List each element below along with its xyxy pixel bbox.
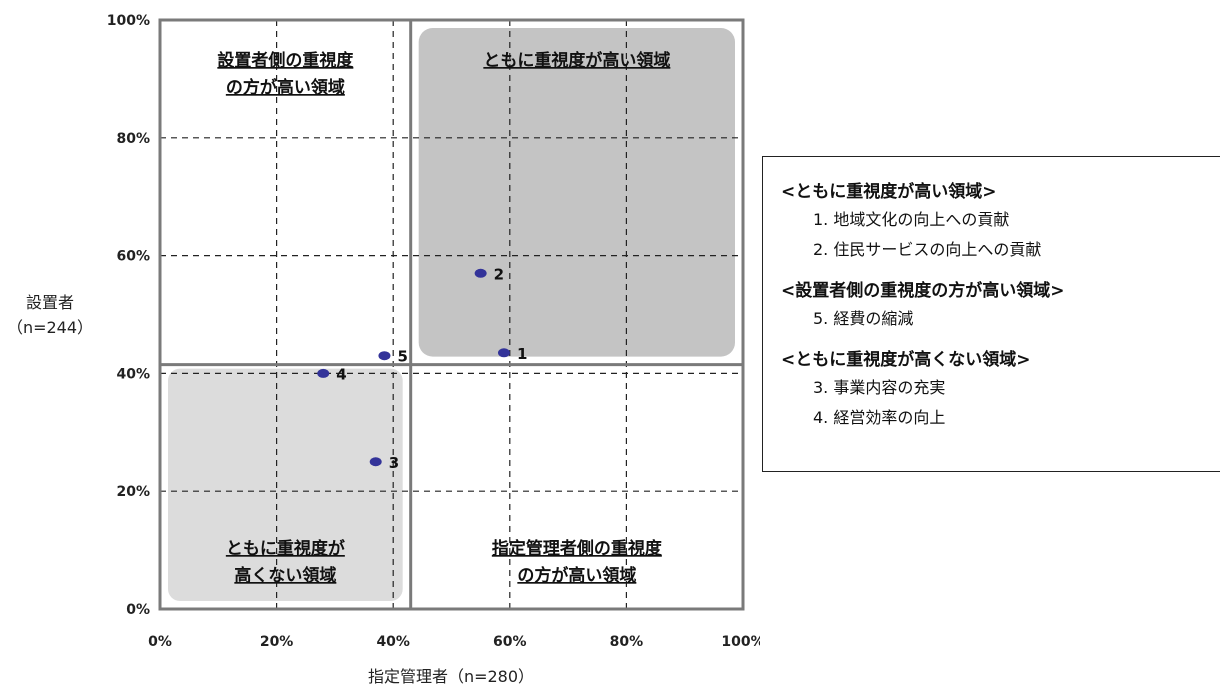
region-backgrounds	[168, 28, 735, 601]
y-tick-label: 40%	[116, 366, 150, 382]
x-tick-label: 60%	[493, 634, 527, 650]
region-label-both-low: ともに重視度が	[226, 538, 345, 559]
x-tick-label: 100%	[721, 634, 760, 650]
y-tick-label: 80%	[116, 131, 150, 147]
y-tick-label: 60%	[116, 249, 150, 265]
region-label-owner-high: の方が高い領域	[226, 77, 345, 98]
quadrant-frame	[158, 18, 745, 611]
region-label-both-low: 高くない領域	[234, 565, 336, 586]
data-point-label: 5	[397, 348, 407, 366]
axis-ticks: 0% 20% 40% 60% 80% 100% 0% 20% 40% 60% 80% 100%	[107, 13, 760, 650]
legend-heading: <設置者側の重視度の方が高い領域>	[781, 281, 1065, 301]
data-point	[369, 457, 382, 467]
legend-item: 5. 経費の縮減	[813, 309, 914, 328]
data-point	[497, 348, 510, 358]
x-tick-label: 80%	[610, 634, 644, 650]
data-point	[317, 368, 330, 378]
region-label-both-high: ともに重視度が高い領域	[483, 50, 670, 71]
region-high-background	[418, 28, 735, 357]
legend-heading: <ともに重視度が高くない領域>	[781, 350, 1031, 370]
data-points: 1 2 3 4 5	[317, 265, 527, 472]
legend-item: 2. 住民サービスの向上への貢献	[813, 240, 1042, 259]
legend-item: 1. 地域文化の向上への貢献	[813, 210, 1010, 229]
data-point	[474, 268, 487, 278]
y-tick-label: 20%	[116, 484, 150, 500]
region-label-manager-high: 指定管理者側の重視度	[492, 538, 663, 559]
region-label-owner-high: 設置者側の重視度	[217, 50, 354, 71]
y-axis-title-line2: （n=244）	[7, 318, 93, 337]
x-tick-label: 0%	[148, 634, 172, 650]
x-axis-title: 指定管理者（n=280）	[368, 667, 534, 686]
legend-group-high: <ともに重視度が高い領域> 1. 地域文化の向上への貢献 2. 住民サービスの向…	[781, 177, 1220, 260]
grid-lines	[160, 20, 743, 609]
y-axis-title-line1: 設置者	[26, 293, 74, 312]
data-point-label: 3	[389, 454, 399, 472]
data-point	[378, 351, 391, 361]
data-point-label: 4	[336, 365, 346, 383]
legend-group-low: <ともに重視度が高くない領域> 3. 事業内容の充実 4. 経営効率の向上	[781, 345, 1220, 428]
region-low-background	[168, 368, 403, 601]
x-tick-label: 20%	[260, 634, 294, 650]
region-labels: 設置者側の重視度の方が高い領域ともに重視度が高い領域ともに重視度が高くない領域指…	[217, 50, 670, 586]
y-tick-label: 0%	[126, 602, 150, 618]
data-point-label: 1	[517, 345, 527, 363]
x-tick-label: 40%	[376, 634, 410, 650]
scatter-chart: 0% 20% 40% 60% 80% 100% 0% 20% 40% 60% 80% 100% 設置者…	[7, 13, 760, 686]
legend-item: 3. 事業内容の充実	[813, 378, 946, 397]
legend-item: 4. 経営効率の向上	[813, 408, 946, 427]
legend-group-owner-high: <設置者側の重視度の方が高い領域> 5. 経費の縮減	[781, 276, 1220, 329]
plot-border	[158, 18, 745, 611]
y-tick-label: 100%	[107, 13, 150, 29]
legend-box: <ともに重視度が高い領域> 1. 地域文化の向上への貢献 2. 住民サービスの向…	[762, 156, 1220, 472]
data-point-label: 2	[494, 265, 504, 283]
legend-heading: <ともに重視度が高い領域>	[781, 182, 997, 202]
region-label-manager-high: の方が高い領域	[517, 565, 636, 586]
